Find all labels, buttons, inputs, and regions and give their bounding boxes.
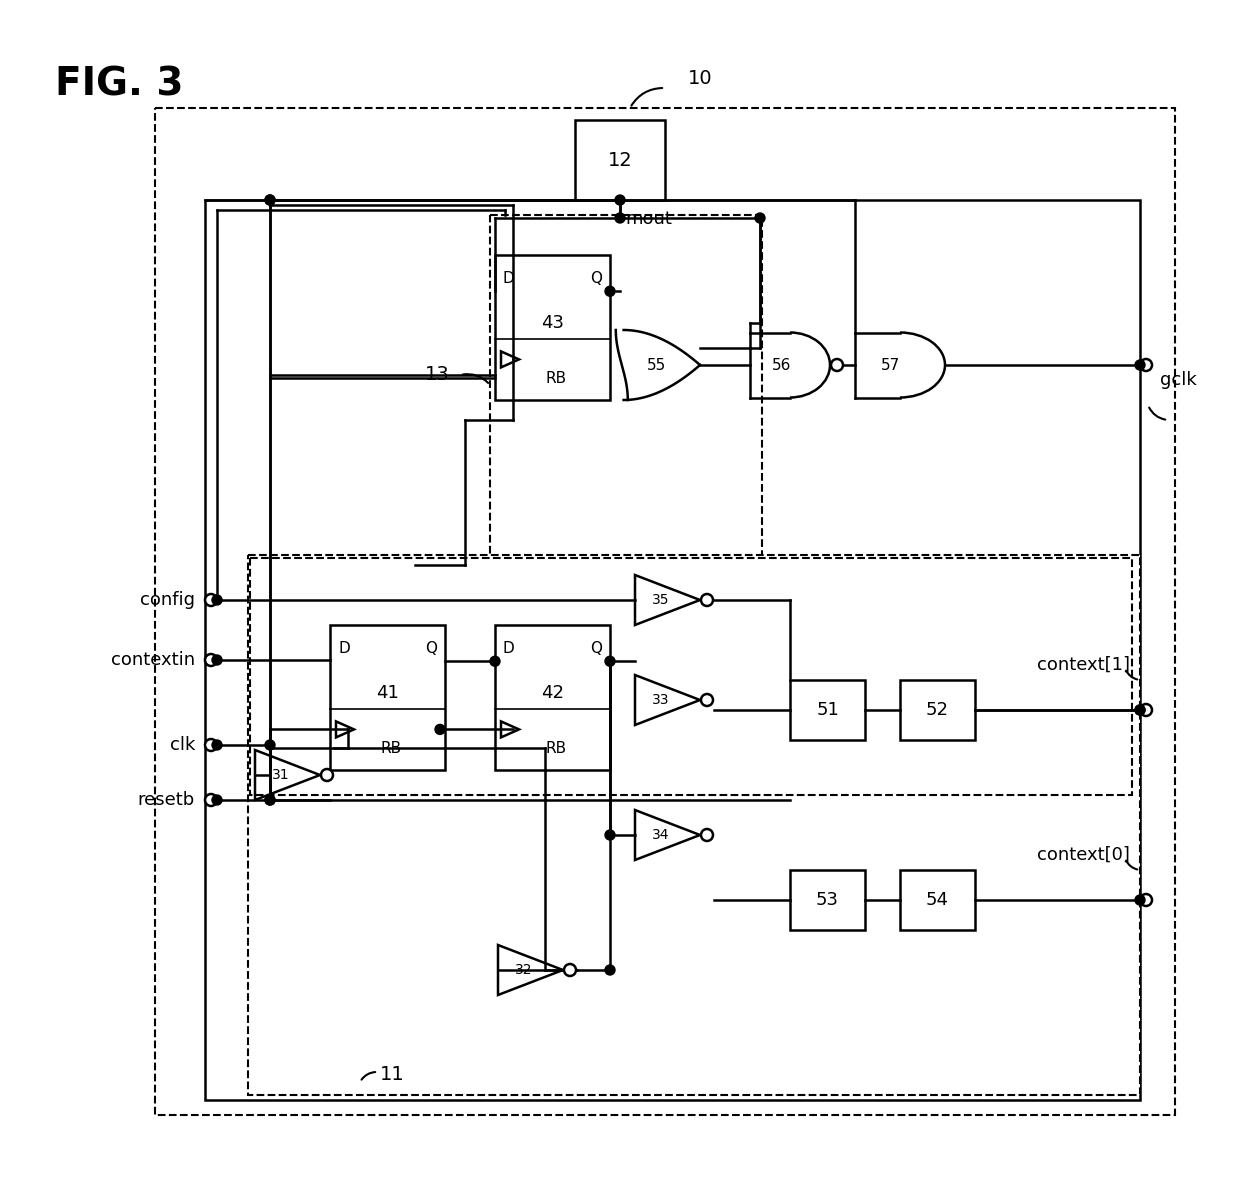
Bar (250, 558, 1132, 795)
Circle shape (490, 657, 500, 666)
Text: 42: 42 (541, 684, 564, 703)
Text: 10: 10 (688, 70, 712, 88)
Text: config: config (140, 591, 195, 610)
Text: resetb: resetb (138, 791, 195, 809)
Text: 35: 35 (652, 593, 670, 607)
Circle shape (1135, 705, 1145, 714)
Text: gclk: gclk (1159, 371, 1197, 389)
Circle shape (212, 595, 222, 605)
Circle shape (831, 358, 843, 371)
Text: FIG. 3: FIG. 3 (55, 65, 184, 103)
Text: mout: mout (625, 210, 672, 228)
Text: Q: Q (590, 271, 601, 286)
Text: 33: 33 (652, 693, 670, 707)
Circle shape (321, 769, 334, 780)
Text: context[0]: context[0] (1037, 847, 1130, 864)
Circle shape (435, 724, 445, 735)
Text: 56: 56 (773, 357, 791, 373)
Text: Q: Q (590, 641, 601, 656)
Bar (330, 625, 445, 770)
Circle shape (1140, 358, 1152, 371)
Text: clk: clk (170, 736, 195, 755)
Text: context[1]: context[1] (1037, 656, 1130, 674)
Circle shape (1135, 895, 1145, 905)
Text: 51: 51 (816, 702, 839, 719)
Bar (495, 625, 610, 770)
Circle shape (1140, 704, 1152, 716)
Circle shape (265, 740, 275, 750)
Circle shape (605, 286, 615, 296)
Circle shape (701, 694, 713, 706)
Text: 34: 34 (652, 828, 670, 842)
Bar (900, 680, 975, 740)
Bar (205, 200, 1140, 1100)
Circle shape (205, 594, 217, 606)
Bar (790, 680, 866, 740)
Text: RB: RB (546, 740, 567, 756)
Circle shape (605, 657, 615, 666)
Circle shape (615, 213, 625, 223)
Circle shape (265, 795, 275, 805)
Circle shape (265, 795, 275, 805)
Text: 54: 54 (926, 891, 949, 909)
Circle shape (205, 739, 217, 751)
Bar (155, 108, 1176, 1115)
Circle shape (265, 195, 275, 205)
Circle shape (212, 740, 222, 750)
Circle shape (701, 829, 713, 841)
Text: 43: 43 (541, 314, 564, 332)
Text: D: D (339, 641, 350, 656)
Text: RB: RB (381, 740, 402, 756)
Circle shape (755, 213, 765, 223)
Text: 13: 13 (425, 365, 450, 384)
Bar (495, 255, 610, 400)
Circle shape (564, 964, 577, 976)
Text: 53: 53 (816, 891, 839, 909)
Circle shape (615, 195, 625, 205)
Circle shape (605, 964, 615, 975)
Text: 11: 11 (379, 1066, 404, 1085)
Text: 52: 52 (926, 702, 949, 719)
Circle shape (265, 195, 275, 205)
Text: 31: 31 (273, 768, 290, 782)
Text: 57: 57 (882, 357, 900, 373)
Bar (248, 555, 1140, 1095)
Circle shape (605, 830, 615, 839)
Bar (490, 215, 763, 565)
Text: 55: 55 (647, 357, 667, 373)
Circle shape (212, 795, 222, 805)
Text: 32: 32 (516, 963, 533, 977)
Text: 12: 12 (608, 151, 632, 170)
Circle shape (1135, 705, 1145, 714)
Circle shape (701, 594, 713, 606)
Text: RB: RB (546, 370, 567, 386)
Circle shape (1135, 360, 1145, 370)
Text: contextin: contextin (110, 651, 195, 668)
Text: 41: 41 (376, 684, 399, 703)
Bar (900, 870, 975, 930)
Bar (575, 120, 665, 200)
Circle shape (205, 793, 217, 806)
Circle shape (1140, 894, 1152, 905)
Circle shape (212, 656, 222, 665)
Text: D: D (503, 271, 515, 286)
Text: Q: Q (425, 641, 436, 656)
Bar (790, 870, 866, 930)
Text: D: D (503, 641, 515, 656)
Circle shape (205, 654, 217, 666)
